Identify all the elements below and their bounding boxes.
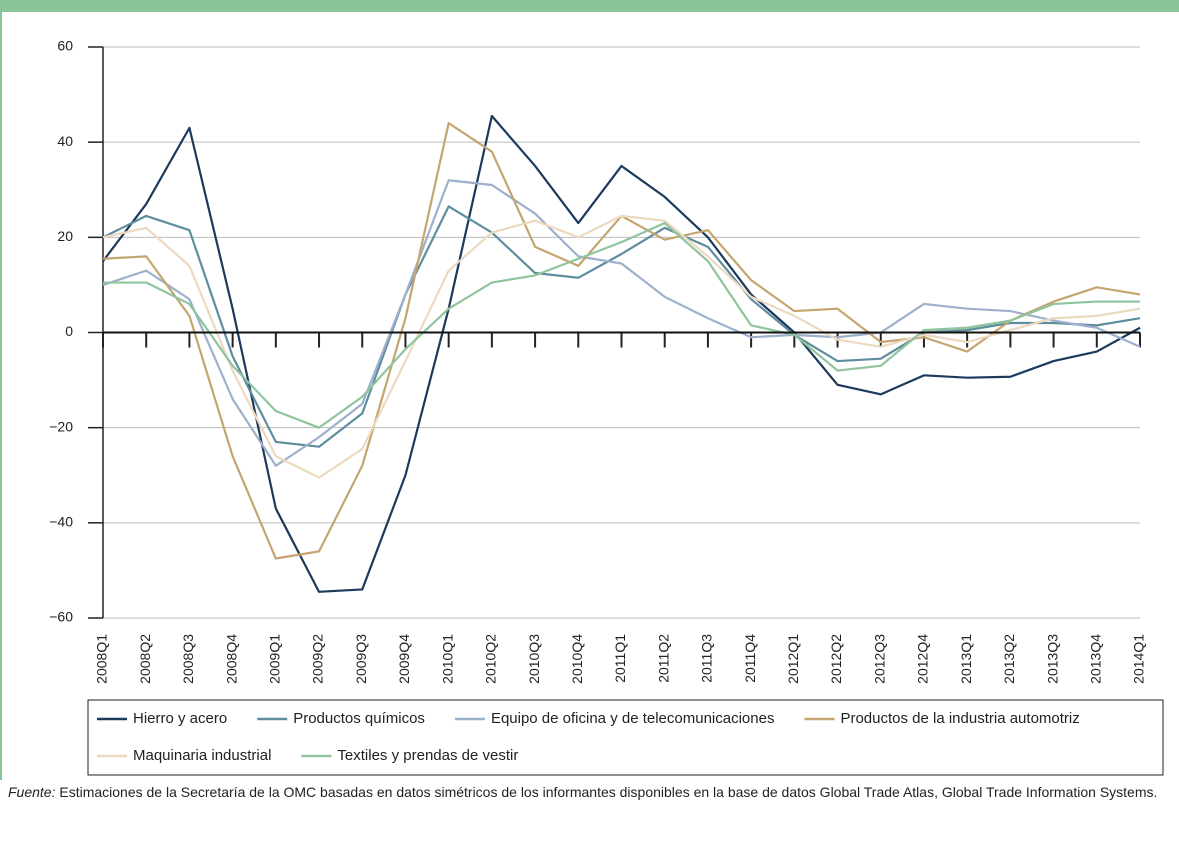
x-tick-label: 2010Q2 [483,634,499,684]
legend-label: Maquinaria industrial [133,747,271,764]
x-tick-label: 2009Q4 [396,634,412,684]
y-tick-label: −60 [49,609,73,625]
source-note: Fuente: Estimaciones de la Secretaría de… [8,783,1173,801]
legend-label: Productos químicos [293,710,425,727]
source-text: Estimaciones de la Secretaría de la OMC … [55,784,1158,800]
chart: −60 −40 −20 0 20 40 60 2008Q1 2008Q2 2008Q3 2008Q4… [0,0,1179,780]
x-tick-label: 2011Q4 [742,634,758,683]
y-tick-label: −40 [49,514,73,530]
series-line [102,114,1141,593]
y-tick-label: 0 [65,323,73,339]
x-tick-label: 2013Q2 [1001,634,1017,684]
legend-label: Hierro y acero [133,710,227,727]
x-tick-label: 2013Q3 [1044,634,1060,684]
y-tick-label: 40 [57,133,73,149]
x-tick-label: 2010Q3 [526,634,542,684]
x-tick-label: 2011Q2 [655,634,671,683]
x-tick-label: 2013Q4 [1087,634,1103,684]
x-tick-label: 2013Q1 [958,634,974,684]
legend-label: Textiles y prendas de vestir [337,747,518,764]
x-tick-label: 2009Q2 [310,634,326,684]
x-tick-label: 2008Q2 [137,634,153,684]
x-tick-label: 2011Q3 [699,634,715,683]
legend-box [87,699,1164,776]
series-line [103,221,1140,429]
x-tick-label: 2009Q3 [353,634,369,684]
legend-label: Equipo de oficina y de telecomunicacione… [491,710,775,727]
y-tick-label: −20 [49,418,73,434]
y-tick-label: 60 [57,38,73,54]
x-tick-label: 2012Q4 [915,634,931,684]
x-tick-label: 2012Q1 [785,634,801,684]
x-tick-label: 2010Q1 [439,634,455,684]
x-tick-label: 2010Q4 [569,634,585,684]
x-tick-label: 2008Q3 [180,634,196,684]
source-label: Fuente: [8,784,56,800]
legend-label: Productos de la industria automotriz [840,710,1079,727]
x-tick-label: 2008Q4 [223,634,239,684]
x-tick-label: 2012Q2 [828,634,844,684]
y-tick-label: 20 [57,228,73,244]
x-tick-label: 2008Q1 [94,634,110,684]
x-tick-label: 2011Q1 [612,634,628,683]
x-tick-label: 2014Q1 [1131,634,1147,684]
series-line [102,205,1141,448]
top-band [0,0,1179,12]
series-line [102,179,1141,467]
x-tick-label: 2009Q1 [267,634,283,684]
series-line [102,214,1141,479]
x-tick-label: 2012Q3 [871,634,887,684]
